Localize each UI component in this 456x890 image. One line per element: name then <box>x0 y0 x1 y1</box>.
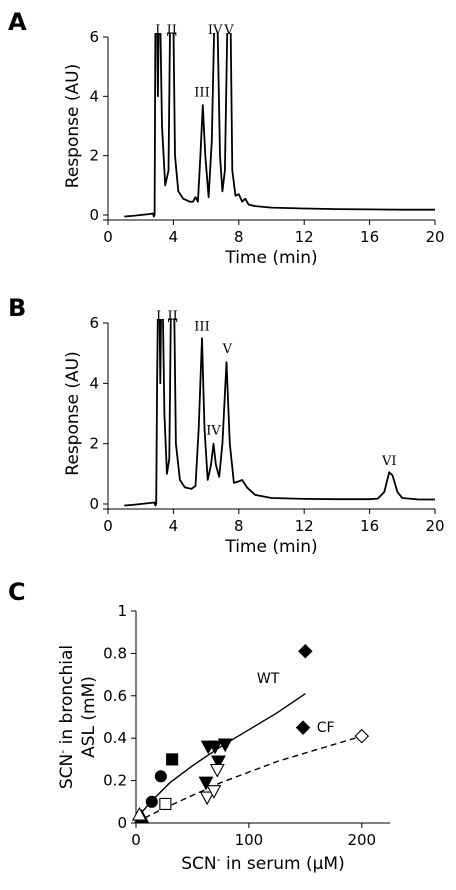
peak-label: I <box>155 23 160 38</box>
y-tick-label: 6 <box>89 28 99 46</box>
x-tick-label: 8 <box>234 228 244 246</box>
data-point-triangle-down <box>210 755 226 770</box>
data-point-triangle-down <box>198 776 214 791</box>
peak-label: VI <box>381 454 397 469</box>
x-axis-title-base: SCN <box>181 854 216 874</box>
data-point-square <box>159 797 172 810</box>
peak-label: V <box>222 342 233 357</box>
x-tick-label: 0 <box>131 831 141 849</box>
data-point-diamond <box>295 720 311 735</box>
x-tick-label: 16 <box>360 517 379 535</box>
peak-label: IV <box>208 23 223 38</box>
y-tick-label: 2 <box>89 147 99 165</box>
peak-label: II <box>167 23 177 38</box>
x-tick-label: 4 <box>169 228 179 246</box>
y-axis-title-sup: - <box>56 750 69 754</box>
chromatogram-trace <box>124 319 435 507</box>
peak-bracket <box>167 32 177 36</box>
y-tick-label: 0.8 <box>103 644 127 662</box>
fit-line-cf <box>135 735 363 824</box>
x-axis-title: SCN- in serum (µM) <box>181 853 344 874</box>
y-tick-label: 0 <box>117 814 127 832</box>
x-tick-label: 20 <box>425 228 444 246</box>
y-axis-title-line2: ASL (mM) <box>79 676 99 758</box>
peak-label: IV <box>206 424 221 439</box>
peak-label: III <box>194 85 209 100</box>
y-axis-title-base: SCN <box>57 754 77 789</box>
y-axis-title-line1: SCN- in bronchial <box>56 645 77 789</box>
data-point-triangle-down <box>206 785 222 799</box>
data-point-triangle-down <box>199 791 215 806</box>
y-tick-label: 6 <box>89 314 99 332</box>
y-tick-label: 0.6 <box>103 687 127 705</box>
y-tick-label: 4 <box>89 374 99 392</box>
panel-letter-c: C <box>8 578 26 606</box>
y-axis-title-rest: in bronchial <box>57 645 77 750</box>
y-tick-label: 4 <box>89 87 99 105</box>
fit-line-wt <box>135 693 306 824</box>
peak-bracket <box>167 318 178 322</box>
peak-label: III <box>194 320 209 335</box>
y-tick-label: 2 <box>89 435 99 453</box>
peak-label: I <box>156 309 161 324</box>
peak-label: V <box>223 23 234 38</box>
y-tick-label: 1 <box>117 602 127 620</box>
data-point-triangle-up <box>131 806 147 821</box>
x-axis-title: Time (min) <box>224 537 317 557</box>
data-point-square <box>166 753 179 766</box>
x-tick-label: 4 <box>169 517 179 535</box>
x-tick-label: 20 <box>425 517 444 535</box>
x-tick-label: 12 <box>295 517 314 535</box>
x-tick-label: 16 <box>360 228 379 246</box>
data-point-triangle-down <box>209 763 225 778</box>
data-point-diamond <box>354 728 370 744</box>
x-tick-label: 8 <box>234 517 244 535</box>
y-axis-title: SCN- in bronchial ASL (mM) <box>56 645 99 789</box>
x-tick-label: 0 <box>103 228 113 246</box>
data-point-diamond <box>298 644 313 659</box>
y-axis-title: Response (AU) <box>63 64 83 188</box>
panel-letter-b: B <box>8 294 26 322</box>
x-axis-title-sup: - <box>217 853 221 866</box>
y-axis-title: Response (AU) <box>63 351 83 475</box>
data-point-circle <box>145 795 158 808</box>
data-point-triangle-down <box>207 740 223 755</box>
x-tick-label: 100 <box>235 831 264 849</box>
x-tick-label: 0 <box>103 517 113 535</box>
y-tick-label: 0.4 <box>103 729 127 747</box>
series-label-cf: CF <box>317 720 335 736</box>
series-label-wt: WT <box>257 671 280 687</box>
series-cf: CF <box>131 720 370 824</box>
series-wt: WT <box>134 644 313 824</box>
x-tick-label: 200 <box>347 831 376 849</box>
x-axis-title-rest: in serum (µM) <box>221 854 345 874</box>
y-tick-label: 0 <box>89 206 99 224</box>
peak-label: II <box>167 309 177 324</box>
x-tick-label: 12 <box>295 228 314 246</box>
chromatogram-trace <box>124 33 435 218</box>
panel-letter-a: A <box>8 8 27 36</box>
data-point-circle <box>154 770 167 783</box>
data-point-triangle-down <box>217 738 233 753</box>
y-tick-label: 0 <box>89 495 99 513</box>
y-tick-label: 0.2 <box>103 772 127 790</box>
x-axis-title: Time (min) <box>224 248 317 268</box>
